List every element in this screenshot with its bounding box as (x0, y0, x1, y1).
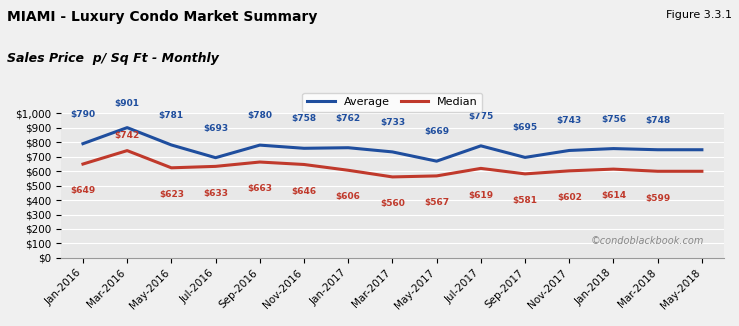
Text: $901: $901 (115, 99, 140, 108)
Average (123, 126, 132, 129)
Median (211, 164, 220, 168)
Text: ©condoblackbook.com: ©condoblackbook.com (590, 236, 704, 246)
Median (256, 160, 265, 164)
Text: $633: $633 (203, 188, 228, 198)
Text: $567: $567 (424, 198, 449, 207)
Text: $560: $560 (380, 199, 405, 208)
Median (609, 167, 618, 171)
Text: $781: $781 (159, 111, 184, 120)
Text: $602: $602 (556, 193, 582, 202)
Average (167, 143, 176, 147)
Line: Average: Average (83, 127, 702, 161)
Average (211, 156, 220, 160)
Text: $623: $623 (159, 190, 184, 199)
Median (123, 149, 132, 153)
Median (78, 162, 87, 166)
Average (344, 146, 353, 150)
Text: Figure 3.3.1: Figure 3.3.1 (666, 10, 732, 20)
Average (565, 149, 573, 153)
Average (78, 142, 87, 146)
Text: $619: $619 (469, 191, 494, 200)
Average (388, 150, 397, 154)
Text: $693: $693 (203, 124, 228, 133)
Text: MIAMI - Luxury Condo Market Summary: MIAMI - Luxury Condo Market Summary (7, 10, 318, 24)
Average (299, 146, 308, 150)
Average (432, 159, 441, 163)
Median (167, 166, 176, 170)
Median (698, 169, 706, 173)
Text: $790: $790 (70, 110, 95, 119)
Average (256, 143, 265, 147)
Text: $775: $775 (469, 112, 494, 121)
Text: $742: $742 (115, 131, 140, 140)
Text: $743: $743 (556, 116, 582, 126)
Text: $758: $758 (291, 114, 316, 123)
Line: Median: Median (83, 151, 702, 177)
Text: $663: $663 (248, 184, 272, 193)
Text: $756: $756 (601, 114, 626, 124)
Median (653, 169, 662, 173)
Text: $695: $695 (512, 124, 537, 132)
Average (653, 148, 662, 152)
Median (299, 163, 308, 167)
Text: $762: $762 (336, 114, 361, 123)
Legend: Average, Median: Average, Median (302, 93, 483, 112)
Median (432, 174, 441, 178)
Text: $748: $748 (645, 116, 670, 125)
Text: $614: $614 (601, 191, 626, 200)
Text: $606: $606 (336, 192, 361, 201)
Median (565, 169, 573, 173)
Text: $581: $581 (513, 196, 537, 205)
Text: $733: $733 (380, 118, 405, 127)
Text: $646: $646 (291, 187, 316, 196)
Median (477, 167, 486, 170)
Average (698, 148, 706, 152)
Median (344, 168, 353, 172)
Median (520, 172, 529, 176)
Median (388, 175, 397, 179)
Text: $649: $649 (70, 186, 95, 195)
Text: $669: $669 (424, 127, 449, 136)
Average (520, 156, 529, 159)
Average (477, 144, 486, 148)
Average (609, 147, 618, 151)
Text: $780: $780 (248, 111, 272, 120)
Text: Sales Price  p/ Sq Ft - Monthly: Sales Price p/ Sq Ft - Monthly (7, 52, 219, 65)
Text: $599: $599 (645, 194, 670, 202)
